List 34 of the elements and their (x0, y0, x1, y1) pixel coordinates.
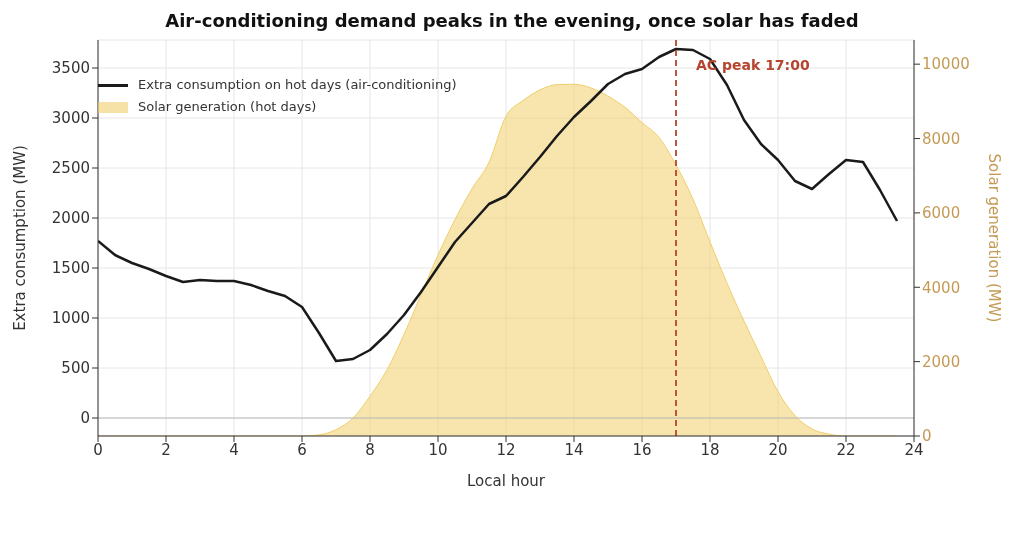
y-tick-label: 0 (80, 409, 90, 428)
x-tick-label: 18 (700, 440, 720, 459)
y2-tick-label: 0 (922, 427, 932, 446)
y2-tick-label: 10000 (922, 55, 970, 74)
x-axis-title: Local hour (466, 472, 546, 490)
line-series (98, 47, 899, 363)
x-tick-label: 8 (365, 440, 375, 459)
x-tick-label: 16 (632, 440, 652, 459)
x-tick-label: 14 (564, 440, 584, 459)
y-tick-label: 1000 (51, 309, 90, 328)
y-tick-label: 2000 (51, 209, 90, 228)
x-tick-label: 24 (904, 440, 924, 459)
y2-tick-label: 6000 (922, 204, 961, 223)
y2-axis-title: Solar generation (MW) (984, 153, 1003, 323)
y-tick-label: 500 (61, 359, 90, 378)
legend-label: Extra consumption on hot days (air-conditioning) (138, 76, 457, 94)
x-tick-label: 6 (297, 440, 307, 459)
x-tick-label: 0 (93, 440, 103, 459)
x-tick-label: 20 (768, 440, 788, 459)
y-axis-title: Extra consumption (MW) (11, 145, 30, 331)
y-tick-label: 3500 (51, 59, 90, 78)
x-tick-label: 22 (836, 440, 856, 459)
x-tick-label: 4 (229, 440, 239, 459)
y-tick-label: 2500 (51, 159, 90, 178)
x-tick-label: 12 (496, 440, 516, 459)
y-tick-label: 3000 (51, 109, 90, 128)
x-tick-label: 10 (428, 440, 448, 459)
x-tick-label: 2 (161, 440, 171, 459)
chart-title: Air-conditioning demand peaks in the evening, once solar has faded (164, 9, 860, 33)
y2-tick-label: 4000 (922, 278, 961, 297)
y2-tick-label: 8000 (922, 129, 961, 148)
y2-tick-label: 2000 (922, 352, 961, 371)
legend-label: Solar generation (hot days) (138, 98, 317, 116)
y-tick-label: 1500 (51, 259, 90, 278)
